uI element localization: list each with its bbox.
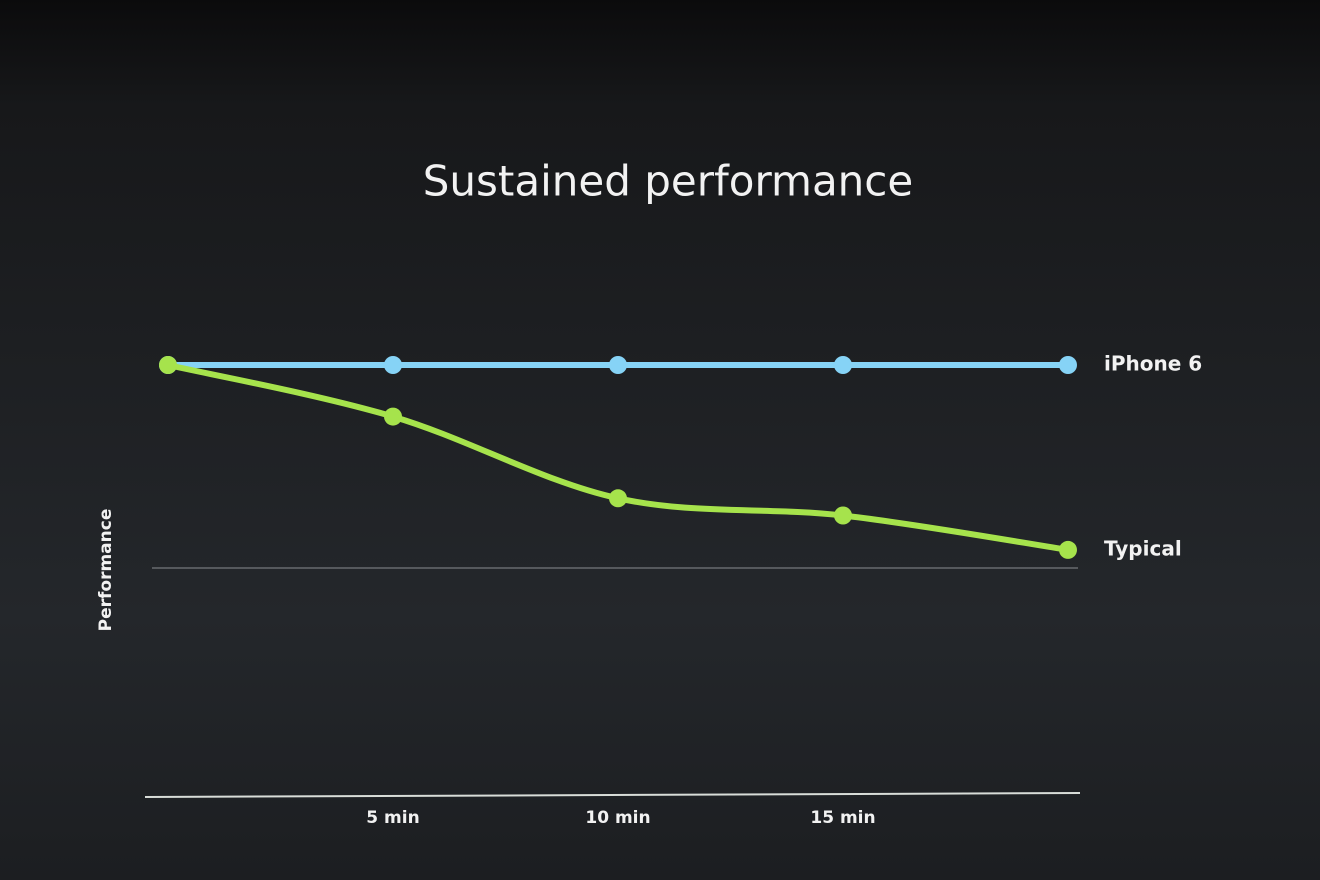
data-point (159, 356, 177, 374)
x-axis (144, 792, 1081, 798)
chart-title: Sustained performance (423, 157, 914, 206)
data-point (609, 356, 627, 374)
data-point (384, 356, 402, 374)
x-tick-label: 10 min (585, 808, 650, 828)
data-point (1059, 540, 1077, 559)
data-point (834, 506, 852, 525)
x-tick-label: 5 min (366, 808, 419, 828)
data-point (384, 407, 402, 426)
y-axis-label: Performance (96, 509, 116, 632)
data-point (609, 489, 627, 508)
series-label: iPhone 6 (1104, 352, 1202, 376)
x-tick-label: 15 min (810, 808, 875, 828)
data-point (1059, 356, 1077, 374)
data-point (834, 356, 852, 374)
series-label: Typical (1104, 536, 1182, 560)
